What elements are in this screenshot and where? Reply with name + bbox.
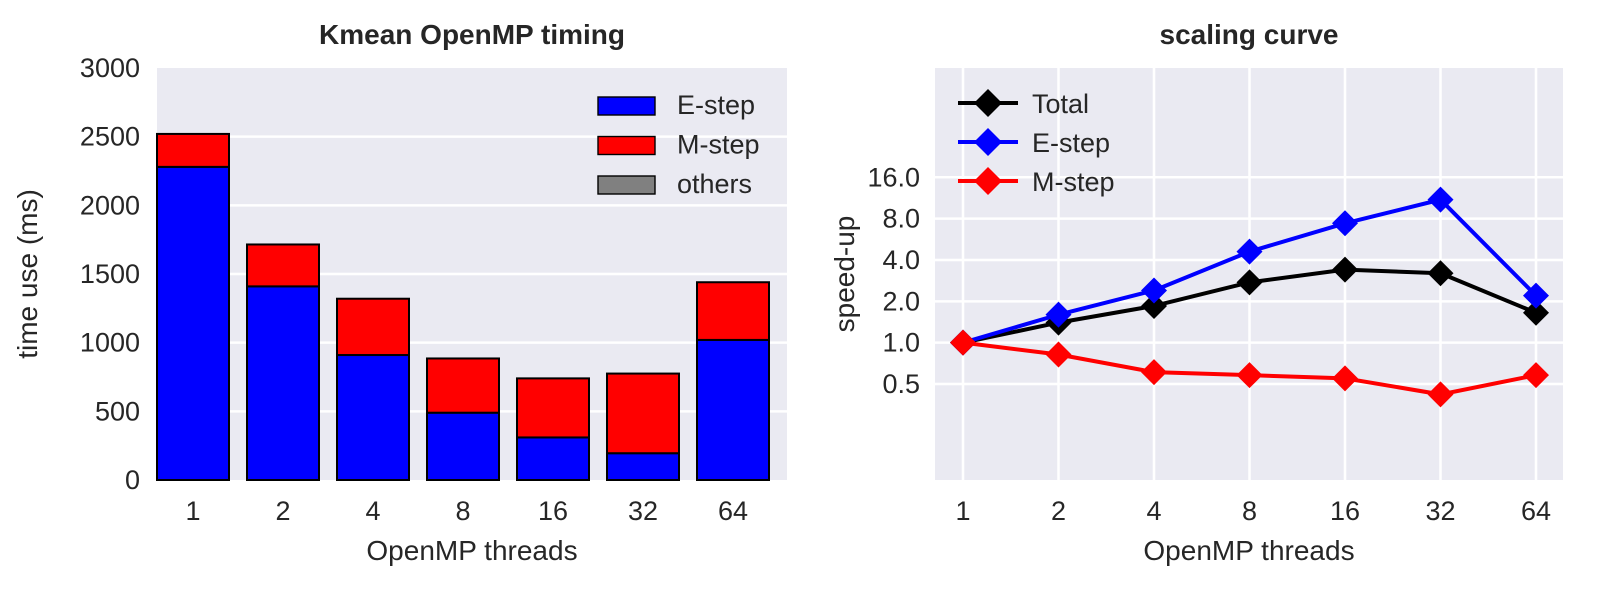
bar-segment-m-step-1: [156, 132, 230, 168]
y-tick-label: 0: [125, 465, 140, 495]
x-tick-label: 64: [718, 496, 748, 526]
chart-title: scaling curve: [1160, 19, 1339, 50]
marker-m-step-8: [1236, 362, 1263, 389]
x-tick-label: 8: [1242, 496, 1257, 526]
legend-marker-e-step: [974, 128, 1002, 156]
y-axis-label: speed-up: [829, 216, 860, 333]
bar-segment-e-step-64: [696, 338, 770, 482]
bar-segment-e-step-32: [606, 452, 680, 482]
legend-label-m-step: M-step: [1032, 167, 1115, 197]
x-tick-label: 8: [455, 496, 470, 526]
y-tick-label: 0.5: [882, 369, 920, 399]
x-tick-label: 16: [538, 496, 568, 526]
legend-label-others: others: [677, 169, 752, 199]
y-tick-label: 2.0: [882, 286, 920, 316]
legend-marker-total: [974, 89, 1002, 117]
y-tick-label: 500: [95, 396, 140, 426]
legend-label-e-step: E-step: [677, 90, 755, 120]
x-tick-label: 1: [185, 496, 200, 526]
scaling-line-chart: 1 2 4 8 16 32 64 16.0 8.0 4.0 2.0 1.0 0.5 scaling cur…: [829, 19, 1563, 566]
marker-e-step-4: [1141, 277, 1167, 304]
bar-segment-e-step-16: [516, 436, 590, 481]
legend-label-m-step: M-step: [677, 130, 760, 160]
x-tick-label: 4: [365, 496, 380, 526]
bar-segment-m-step-2: [246, 243, 320, 288]
x-tick-label: 2: [275, 496, 290, 526]
bar-segment-e-step-2: [246, 285, 320, 481]
y-tick-label: 2500: [80, 122, 140, 152]
marker-m-step-32: [1427, 381, 1454, 408]
y-tick-label: 1.0: [882, 328, 920, 358]
marker-m-step-1: [950, 329, 976, 356]
marker-m-step-16: [1332, 365, 1358, 392]
x-tick-label: 16: [1330, 496, 1360, 526]
y-tick-label: 4.0: [882, 245, 920, 275]
bar-segment-m-step-8: [426, 357, 500, 414]
x-tick-label: 32: [628, 496, 658, 526]
legend-swatch-e-step: [597, 96, 656, 116]
marker-m-step-4: [1141, 359, 1167, 386]
marker-m-step-2: [1045, 341, 1072, 368]
y-tick-label: 1000: [80, 328, 140, 358]
x-tick-label: 4: [1146, 496, 1161, 526]
bar-segment-m-step-4: [336, 297, 410, 357]
bar-segment-e-step-8: [426, 411, 500, 481]
marker-m-step-64: [1523, 362, 1549, 389]
y-tick-label: 2000: [80, 190, 140, 220]
bar-segment-m-step-32: [606, 372, 680, 455]
legend-swatch-others: [597, 175, 656, 195]
legend-label-e-step: E-step: [1032, 128, 1110, 158]
marker-e-step-64: [1523, 282, 1549, 309]
marker-e-step-8: [1236, 238, 1263, 265]
x-tick-label: 64: [1521, 496, 1551, 526]
legend-label-total: Total: [1032, 89, 1089, 119]
x-tick-label: 2: [1051, 496, 1066, 526]
bar-segment-m-step-16: [516, 377, 590, 439]
bar-segment-m-step-64: [696, 281, 770, 341]
y-tick-label: 3000: [80, 53, 140, 83]
marker-e-step-32: [1427, 186, 1454, 213]
timing-bar-chart: 0 500 1000 1500 2000 2500 3000 1 2 4 8 16 32 64 Kmean …: [12, 19, 787, 566]
bar-segment-e-step-1: [156, 165, 230, 481]
marker-total-32: [1427, 260, 1454, 287]
y-tick-label: 1500: [80, 259, 140, 289]
y-tick-label: 16.0: [867, 162, 920, 192]
marker-e-step-16: [1332, 210, 1358, 237]
x-tick-label: 1: [955, 496, 970, 526]
marker-total-16: [1332, 256, 1358, 283]
marker-total-8: [1236, 269, 1263, 296]
y-tick-label: 8.0: [882, 204, 920, 234]
x-axis-label: OpenMP threads: [1143, 535, 1354, 566]
y-axis-label: time use (ms): [12, 189, 43, 359]
x-tick-label: 32: [1425, 496, 1455, 526]
chart-title: Kmean OpenMP timing: [319, 19, 625, 50]
legend-marker-m-step: [974, 167, 1002, 195]
marker-total-4: [1141, 292, 1167, 319]
x-axis-label: OpenMP threads: [366, 535, 577, 566]
bar-segment-e-step-4: [336, 354, 410, 482]
marker-total-64: [1523, 299, 1549, 326]
marker-e-step-2: [1045, 301, 1072, 328]
legend-swatch-m-step: [597, 135, 656, 156]
